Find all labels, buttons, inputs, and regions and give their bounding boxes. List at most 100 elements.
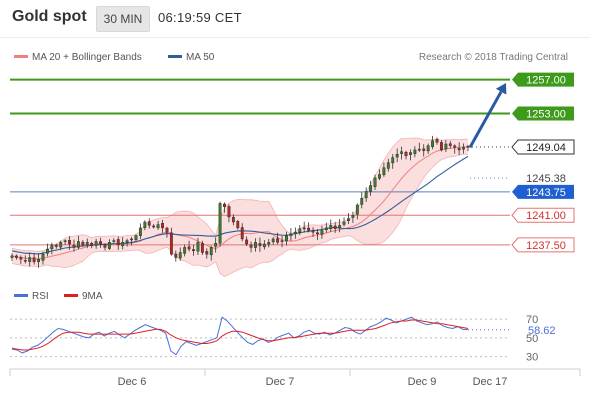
candle-body (121, 242, 125, 247)
candle-body (94, 241, 98, 246)
candle-body (245, 239, 249, 245)
rsi-line (11, 316, 469, 356)
candle-body (431, 140, 435, 147)
candle-body (422, 148, 426, 151)
candle-body (413, 149, 417, 154)
candle (285, 231, 288, 246)
candle-body (196, 242, 200, 252)
candle-body (386, 162, 390, 169)
candle (209, 245, 213, 261)
candle-body (68, 240, 71, 245)
candle-body (54, 244, 58, 247)
candle (417, 142, 421, 152)
candle-body (267, 242, 271, 245)
candle-body (223, 203, 226, 207)
candle (440, 140, 443, 152)
candle (231, 214, 235, 226)
ma50-legend-label: MA 50 (186, 52, 215, 63)
ma-value-label: 1245.38 (526, 173, 566, 185)
candle (351, 211, 355, 223)
candle-body (378, 174, 381, 179)
time-tick-1: Dec 7 (266, 376, 295, 388)
resistance-label-1-box (512, 72, 574, 87)
rsi-tick-70: 70 (526, 314, 538, 326)
candle (302, 221, 306, 233)
rsi-tick-50: 50 (526, 333, 538, 345)
candle (249, 241, 253, 253)
candle-body (183, 247, 187, 254)
candle (205, 248, 209, 259)
candle (245, 236, 249, 246)
candle (37, 253, 40, 268)
resistance-label-1-text: 1257.00 (526, 75, 566, 87)
candle (143, 220, 147, 231)
candle (364, 187, 368, 202)
candle-body (293, 231, 297, 235)
candle (187, 240, 191, 252)
timestamp: 06:19:59 CET (158, 10, 242, 25)
candle-body (187, 246, 191, 250)
candle-body (338, 225, 342, 229)
support-label-2-text: 1237.50 (526, 240, 566, 252)
candle-body (453, 145, 457, 148)
candle (200, 240, 204, 255)
header-divider (0, 37, 590, 38)
candle-body (249, 244, 253, 248)
candle-body (19, 257, 23, 260)
resistance-label-2-text: 1253.00 (526, 108, 566, 120)
support-label-1: 1241.00 (511, 207, 575, 223)
copyright-credit: Research © 2018 Trading Central (419, 52, 568, 63)
candle-body (360, 198, 364, 205)
bollinger-upper-line (11, 137, 469, 252)
projection-arrow-head (495, 82, 507, 95)
ma20-legend-swatch (14, 55, 28, 58)
candle (218, 201, 222, 247)
candle (99, 237, 102, 248)
time-tick-3: Dec 17 (473, 376, 508, 388)
candle (152, 224, 156, 229)
candle-body (320, 230, 324, 235)
support-label-1-box (511, 207, 575, 223)
candle-body (205, 251, 209, 255)
candle (426, 143, 430, 154)
candle (121, 237, 125, 250)
candle (391, 154, 395, 169)
time-axis: Dec 6 Dec 7 Dec 9 Dec 17 (9, 368, 581, 388)
support-label-2-box (511, 237, 575, 253)
current-price-label: 1249.04 (511, 139, 575, 155)
candle (320, 225, 324, 239)
candle-body (276, 238, 280, 243)
candle (316, 228, 319, 241)
candle-body (280, 240, 284, 242)
candle-body (165, 227, 169, 233)
candle (32, 253, 36, 265)
candle-body (125, 240, 129, 243)
candle-body (200, 243, 204, 253)
candle-body (214, 242, 218, 247)
candle (400, 146, 404, 160)
instrument-title: Gold spot (12, 8, 87, 25)
candle-body (231, 216, 235, 223)
candle-body (41, 253, 45, 261)
candle-body (107, 242, 111, 249)
ma-level-tag: 1243.75 (512, 184, 574, 199)
candle (298, 225, 302, 235)
candle-body (302, 227, 306, 230)
timeframe-button[interactable]: 30 MIN (96, 6, 150, 32)
candle (448, 140, 452, 149)
ma-value-label-text: 1245.38 (526, 173, 566, 185)
candle-body (448, 143, 452, 146)
candle-body (254, 242, 257, 248)
candle-body (271, 238, 275, 243)
candle-body (50, 244, 54, 250)
candle (413, 146, 417, 158)
candle-body (10, 255, 14, 258)
candle-body (440, 142, 443, 151)
candle-body (457, 148, 461, 151)
ma9-legend-swatch (64, 294, 78, 297)
candle (23, 255, 27, 264)
rsi-current-value: 58.62 (528, 325, 556, 337)
candle (10, 253, 14, 261)
candle (404, 150, 408, 160)
ma-level-tag-text: 1243.75 (526, 187, 566, 199)
